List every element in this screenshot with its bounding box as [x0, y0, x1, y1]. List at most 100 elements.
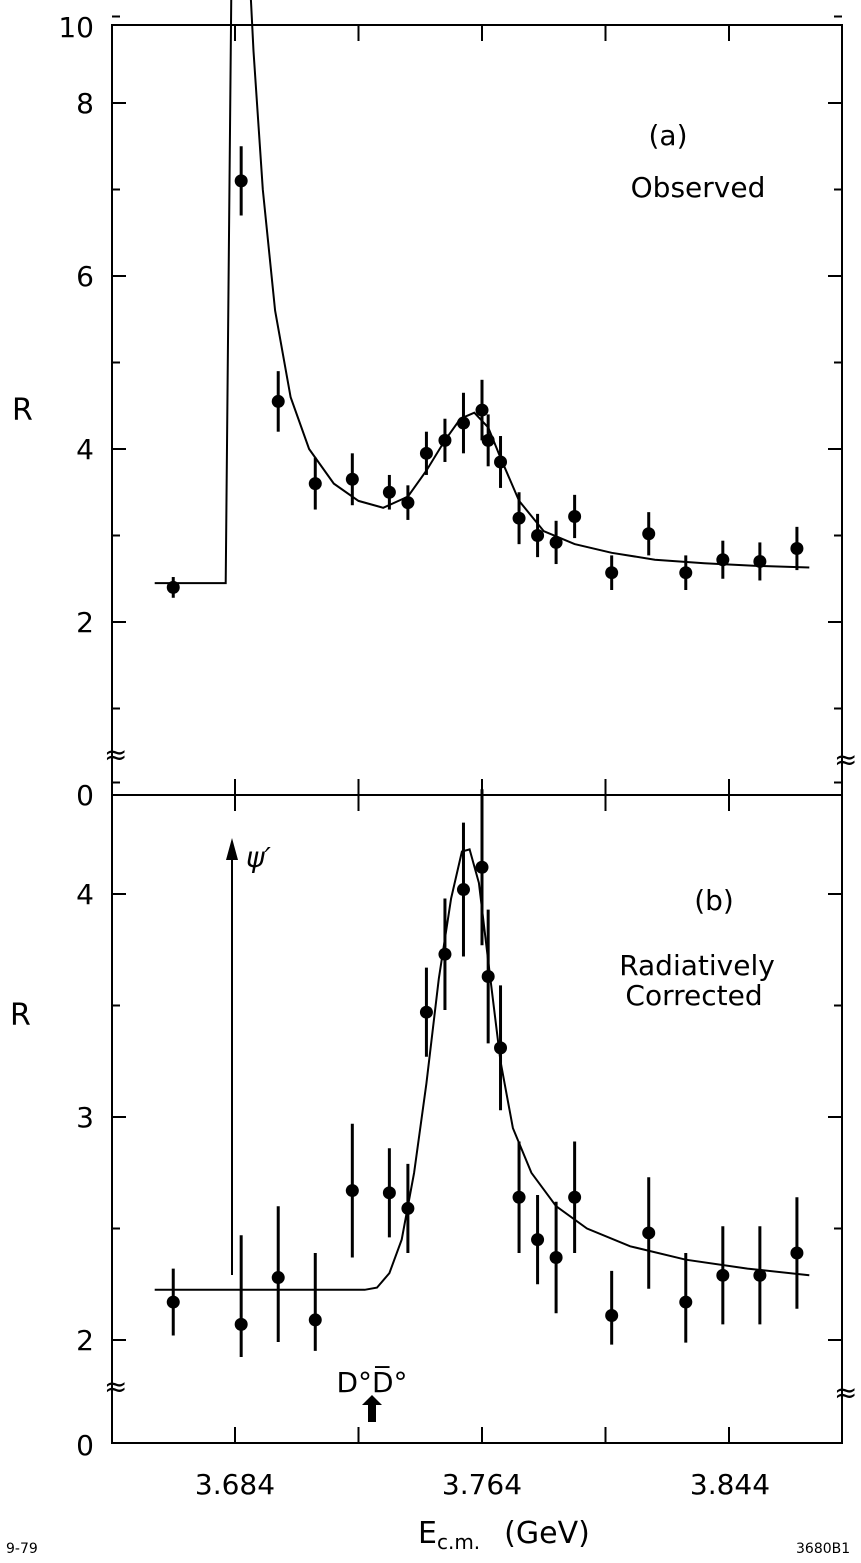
data-marker [716, 1268, 730, 1282]
data-marker [568, 509, 582, 523]
x-axis: 3.684 3.764 3.844 Ec.m. (GeV) [195, 1468, 770, 1554]
panel-b-annotation-line-1: Radiatively [619, 949, 775, 982]
data-point [494, 436, 508, 488]
threshold-arrow-icon [362, 1395, 382, 1422]
date-code: 9-79 [6, 1541, 38, 1557]
data-point [494, 985, 508, 1111]
data-point [438, 898, 452, 1010]
data-marker [531, 529, 545, 542]
data-marker [166, 1295, 180, 1309]
data-point [549, 520, 563, 565]
data-point [419, 967, 433, 1057]
data-point [642, 1177, 656, 1289]
psi-prime-arrow-head [226, 838, 238, 860]
y-tick-label: 0 [76, 779, 94, 812]
data-marker [271, 394, 285, 408]
data-marker [605, 1308, 619, 1322]
data-marker [308, 477, 322, 491]
y-tick-label: 2 [76, 606, 94, 639]
data-marker [481, 433, 495, 447]
data-point [605, 555, 619, 590]
data-point [753, 1226, 767, 1325]
panel-b-fit-curve [154, 848, 810, 1291]
data-marker [549, 535, 563, 549]
figure-id: 3680B1 [796, 1541, 850, 1557]
data-point [512, 492, 526, 545]
psi-prime-marker: ψ′ [226, 838, 271, 1275]
data-point [271, 1206, 285, 1343]
data-marker [382, 1186, 396, 1200]
data-point [512, 1141, 526, 1254]
data-marker [679, 566, 693, 580]
data-point [271, 371, 285, 432]
data-marker [642, 1226, 656, 1240]
data-marker [790, 541, 804, 555]
y-tick-label: 3 [76, 1101, 94, 1134]
x-axis-title: Ec.m. (GeV) [418, 1516, 590, 1554]
data-marker [512, 1190, 526, 1204]
data-point [475, 379, 489, 441]
y-tick-label: 4 [76, 433, 94, 466]
data-point [166, 577, 180, 598]
data-marker [475, 403, 489, 417]
data-marker [401, 496, 415, 510]
data-point [790, 526, 804, 571]
data-point [456, 392, 470, 454]
data-marker [642, 527, 656, 541]
data-point [716, 540, 730, 579]
psi-prime-label: ψ′ [246, 841, 271, 874]
panel-a-fit-curve [154, 0, 810, 585]
y-tick-label: 6 [76, 260, 94, 293]
x-tick-label-3.684: 3.684 [195, 1468, 275, 1501]
data-point [481, 909, 495, 1044]
data-point [234, 1235, 248, 1357]
data-marker [271, 1271, 285, 1285]
panel-b-frame [111, 794, 843, 1444]
data-marker [531, 1233, 545, 1247]
data-marker [790, 1246, 804, 1260]
data-point [549, 1201, 563, 1314]
x-axis-title-unit: (GeV) [504, 1516, 590, 1551]
data-marker [345, 1184, 359, 1198]
data-marker [234, 174, 248, 188]
panel-a-data-points [166, 146, 804, 598]
data-point [642, 512, 656, 556]
data-point [605, 1270, 619, 1345]
data-point [679, 555, 693, 590]
data-point [382, 1148, 396, 1238]
data-point [438, 418, 452, 462]
data-marker [549, 1250, 563, 1264]
data-marker [512, 511, 526, 525]
panel-b-label: (b) [694, 884, 734, 917]
data-marker [753, 554, 767, 568]
x-axis-title-main: E [418, 1516, 437, 1551]
data-point [568, 1141, 582, 1254]
data-point [790, 1197, 804, 1309]
data-marker [438, 947, 452, 961]
panel-a-axis-break-right: ≈ [834, 743, 857, 776]
y-tick-label: 10 [58, 11, 94, 44]
panel-a: 0 2 4 6 8 10 (a) Observed R ≈ ≈ [12, 0, 857, 812]
data-point [401, 485, 415, 520]
panel-a-y-axis-title: R [12, 393, 33, 428]
data-marker [419, 446, 433, 460]
panel-a-axis-break-left: ≈ [104, 738, 127, 771]
panel-b-fit-curve-layer [154, 848, 810, 1291]
data-point [166, 1268, 180, 1336]
x-tick-label-3.844: 3.844 [690, 1468, 770, 1501]
data-marker [753, 1268, 767, 1282]
panel-a-ticks: 0 2 4 6 8 10 [58, 11, 842, 812]
y-tick-label: 0 [76, 1429, 94, 1462]
data-marker [234, 1317, 248, 1331]
data-point [419, 431, 433, 475]
y-tick-label: 8 [76, 87, 94, 120]
data-point [679, 1253, 693, 1343]
data-marker [382, 485, 396, 499]
panel-b-annotation-line-2: Corrected [625, 979, 762, 1012]
data-point [382, 474, 396, 510]
threshold-label: D°D̅° [336, 1365, 407, 1399]
panel-a-fit-curve-layer [154, 0, 810, 585]
data-marker [481, 970, 495, 984]
data-point [456, 822, 470, 957]
data-point [475, 789, 489, 946]
